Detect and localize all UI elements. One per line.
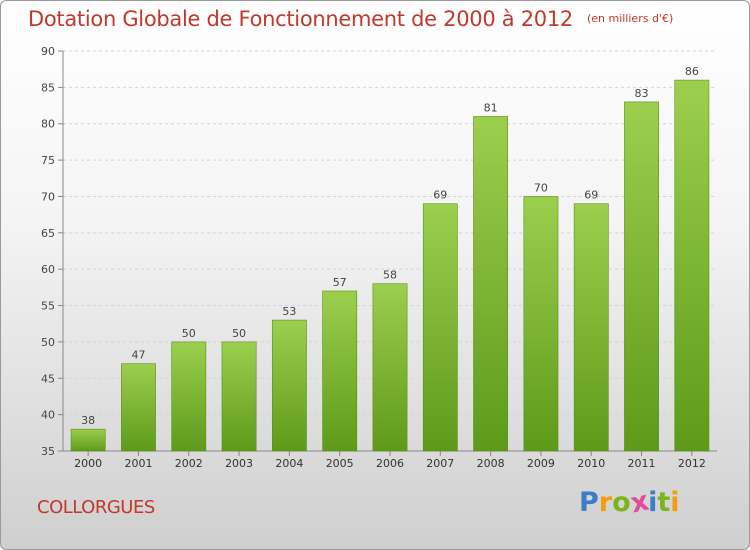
- bar-2010: [573, 203, 609, 452]
- unit-note: (en milliers d'€): [586, 12, 674, 25]
- bar-2005: [322, 290, 358, 452]
- logo-letter: r: [598, 487, 613, 518]
- x-tick-label-2000: 2000: [74, 457, 102, 470]
- value-label-2002: 50: [182, 327, 196, 340]
- y-tick-label: 35: [41, 445, 55, 458]
- logo-letter: i: [670, 487, 680, 518]
- bar-2008: [473, 116, 509, 452]
- x-tick-label-2004: 2004: [275, 457, 303, 470]
- x-tick-label-2001: 2001: [124, 457, 152, 470]
- y-tick-label: 60: [41, 263, 55, 276]
- bar-2009: [523, 196, 559, 452]
- y-tick-labels: 35 40 45 50 55 60 65 70 75 80 85 90: [41, 45, 55, 458]
- y-tick-label: 45: [41, 372, 55, 385]
- y-tick-label: 70: [41, 190, 55, 203]
- bars: [70, 79, 710, 452]
- bar-2011: [624, 101, 659, 452]
- y-tick-label: 75: [41, 154, 55, 167]
- x-tick-label-2003: 2003: [225, 457, 253, 470]
- commune-name: COLLORGUES: [37, 497, 155, 518]
- bar-2003: [221, 341, 257, 452]
- bar-2012: [674, 79, 710, 452]
- value-label-2004: 53: [282, 305, 296, 318]
- y-tick-label: 90: [41, 45, 55, 58]
- y-tick-label: 55: [41, 300, 55, 313]
- value-label-2003: 50: [232, 327, 246, 340]
- bar-2007: [422, 203, 458, 452]
- chart-title: Dotation Globale de Fonctionnement de 20…: [28, 7, 673, 31]
- value-label-2001: 47: [131, 349, 145, 362]
- x-tick-label-2012: 2012: [678, 457, 706, 470]
- x-tick-label-2006: 2006: [376, 457, 404, 470]
- value-label-2007: 69: [433, 189, 447, 202]
- x-tick-label-2009: 2009: [527, 457, 555, 470]
- x-tick-label-2002: 2002: [175, 457, 203, 470]
- bar-2000: [70, 428, 106, 452]
- x-tick-label-2011: 2011: [628, 457, 656, 470]
- y-tick-label: 40: [41, 409, 55, 422]
- logo-letter: i: [648, 487, 658, 518]
- y-tick-label: 80: [41, 118, 55, 131]
- value-label-2008: 81: [484, 101, 498, 114]
- logo-letter: t: [657, 487, 671, 518]
- y-tick-label: 65: [41, 227, 55, 240]
- value-label-2011: 83: [635, 87, 649, 100]
- proxiti-logo: Proxiti: [579, 486, 680, 520]
- y-tick-label: 50: [41, 336, 55, 349]
- value-label-2000: 38: [81, 414, 95, 427]
- logo-letter: o: [612, 487, 631, 518]
- x-tick-label-2007: 2007: [426, 457, 454, 470]
- x-tick-label-2005: 2005: [326, 457, 354, 470]
- value-labels: 38 47 50 50 53 57 58 69 81 70 69 83 86: [81, 65, 699, 427]
- title-text: Dotation Globale de Fonctionnement de 20…: [28, 7, 573, 31]
- x-tick-labels: 2000 2001 2002 2003 2004 2005 2006 2007 2008 2009…: [74, 457, 706, 470]
- bar-2001: [121, 363, 156, 452]
- value-label-2006: 58: [383, 269, 397, 282]
- value-label-2005: 57: [333, 276, 347, 289]
- value-label-2012: 86: [685, 65, 699, 78]
- bar-2006: [372, 283, 408, 452]
- value-label-2010: 69: [584, 189, 598, 202]
- value-label-2009: 70: [534, 181, 548, 194]
- y-tick-label: 85: [41, 81, 55, 94]
- x-tick-label-2008: 2008: [477, 457, 505, 470]
- bar-2002: [171, 341, 207, 452]
- x-tick-label-2010: 2010: [577, 457, 605, 470]
- bar-2004: [271, 319, 307, 452]
- logo-letter: P: [579, 487, 599, 518]
